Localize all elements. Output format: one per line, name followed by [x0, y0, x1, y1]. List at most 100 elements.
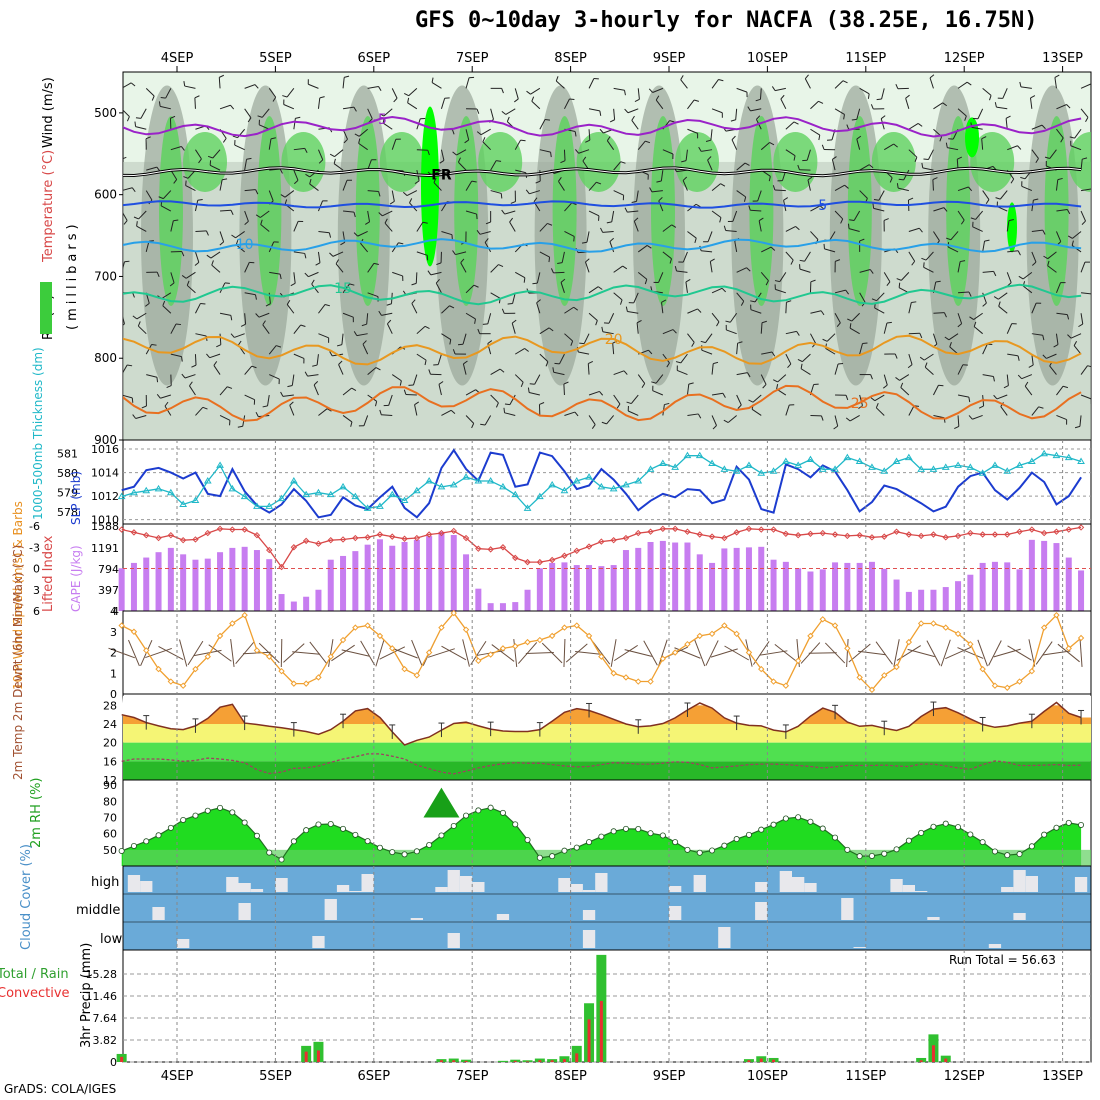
- upper-wind-barb: [465, 415, 475, 424]
- upper-wind-barb-flag: [722, 393, 726, 398]
- upper-wind-barb-flag: [573, 236, 575, 242]
- upper-wind-barb: [235, 231, 245, 239]
- wind-speed-point: [130, 628, 138, 635]
- rh-column-green: [651, 116, 675, 307]
- thickness-point: [203, 477, 212, 484]
- cape-bar: [253, 550, 260, 611]
- upper-wind-barb-flag: [563, 381, 569, 385]
- li-point: [585, 543, 593, 550]
- upper-wind-barb-flag: [329, 351, 333, 357]
- upper-wind-barb-flag: [496, 160, 502, 162]
- upper-wind-barb-flag: [797, 359, 803, 363]
- upper-wind-barb: [111, 147, 122, 150]
- upper-wind-barb: [834, 415, 839, 427]
- upper-wind-barb: [465, 312, 476, 320]
- upper-wind-barb: [711, 415, 717, 426]
- upper-wind-barb-flag: [945, 237, 952, 241]
- upper-wind-barb-flag: [960, 219, 965, 225]
- upper-wind-barb-flag: [943, 312, 947, 318]
- upper-wind-barb-flag: [527, 387, 530, 393]
- upper-wind-barb: [293, 118, 296, 130]
- temp-band-mild: [123, 724, 1091, 743]
- upper-wind-barb-flag: [623, 370, 628, 375]
- date-label-bottom: 5SEP: [259, 1069, 292, 1084]
- upper-wind-barb-flag: [700, 340, 706, 344]
- upper-wind-barb-flag: [231, 234, 236, 239]
- upper-wind-barb-flag: [123, 156, 127, 160]
- thickness-point: [904, 453, 913, 461]
- upper-wind-barb: [317, 149, 324, 161]
- li-line: [121, 526, 1082, 569]
- upper-wind-barb-flag: [574, 411, 579, 417]
- upper-wind-barb-flag: [905, 94, 910, 99]
- li-point: [782, 530, 790, 537]
- upper-wind-barb: [480, 128, 491, 136]
- upper-wind-barb-flag: [762, 384, 767, 389]
- surface-wind-barb: [613, 644, 638, 662]
- li-point: [425, 531, 433, 538]
- upper-wind-barb-flag: [799, 259, 805, 262]
- upper-wind-barb-flag: [398, 242, 404, 245]
- upper-wind-barb: [184, 374, 196, 379]
- rh2m-point: [561, 847, 568, 854]
- cloud-cell: [902, 885, 915, 892]
- upper-wind-barb: [170, 353, 182, 358]
- cloud-cell: [890, 879, 903, 892]
- upper-wind-barb-flag: [452, 151, 457, 156]
- upper-wind-barb: [637, 140, 646, 151]
- rh2m-point: [721, 842, 728, 849]
- upper-wind-barb: [465, 389, 476, 396]
- thickness-point: [474, 477, 483, 484]
- upper-wind-barb: [804, 251, 811, 262]
- upper-wind-barb-flag: [411, 282, 417, 286]
- upper-wind-barb: [676, 270, 688, 273]
- upper-wind-barb-flag: [995, 197, 1001, 200]
- upper-wind-barb: [1031, 200, 1034, 212]
- upper-wind-barb-flag: [449, 305, 455, 309]
- upper-wind-barb-flag: [181, 275, 187, 279]
- upper-wind-barb: [160, 394, 171, 399]
- surface-wind-barb: [258, 642, 280, 664]
- upper-wind-barb: [736, 394, 742, 406]
- upper-wind-barb: [342, 106, 354, 110]
- upper-wind-barb: [807, 179, 811, 191]
- upper-wind-barb: [244, 313, 247, 325]
- upper-wind-barb-flag: [1067, 334, 1072, 339]
- li-point: [967, 529, 974, 537]
- upper-wind-barb: [834, 210, 844, 220]
- upper-wind-barb: [849, 415, 860, 422]
- thickness-point: [991, 461, 999, 468]
- thickness-point: [523, 504, 532, 511]
- upper-wind-barb-flag: [612, 340, 618, 344]
- cloud-cell: [779, 871, 792, 892]
- upper-wind-barb-flag: [737, 341, 743, 344]
- wind-speed-point: [389, 645, 396, 652]
- upper-wind-barb: [112, 246, 122, 252]
- rh2m-point: [327, 821, 334, 828]
- upper-wind-barb-flag: [968, 397, 971, 403]
- upper-wind-barb: [750, 209, 762, 212]
- upper-wind-barb-flag: [626, 401, 632, 405]
- upper-wind-barb-flag: [351, 387, 357, 392]
- upper-wind-barb-flag: [964, 115, 967, 121]
- upper-wind-barb-flag: [200, 302, 206, 305]
- rh2m-point: [955, 824, 962, 831]
- wind-speed-point: [917, 620, 925, 627]
- thickness-point: [831, 465, 839, 472]
- upper-wind-barb-flag: [719, 217, 722, 223]
- upper-wind-barb-flag: [919, 333, 923, 339]
- upper-wind-barb-flag: [112, 241, 113, 246]
- upper-wind-barb-flag: [471, 180, 477, 183]
- upper-wind-barb: [711, 79, 719, 89]
- upper-wind-barb: [293, 221, 299, 232]
- temp-mask: [121, 696, 1091, 745]
- thickness-point: [548, 480, 557, 488]
- upper-wind-barb-flag: [793, 155, 796, 161]
- upper-wind-barb-flag: [669, 120, 675, 123]
- upper-wind-barb: [564, 202, 573, 212]
- upper-wind-barb-flag: [544, 119, 551, 121]
- upper-wind-barb: [416, 149, 428, 151]
- upper-wind-barb-flag: [506, 116, 510, 122]
- upper-wind-barb-flag: [158, 196, 164, 200]
- precip-legend-conv: Convective: [0, 986, 70, 1001]
